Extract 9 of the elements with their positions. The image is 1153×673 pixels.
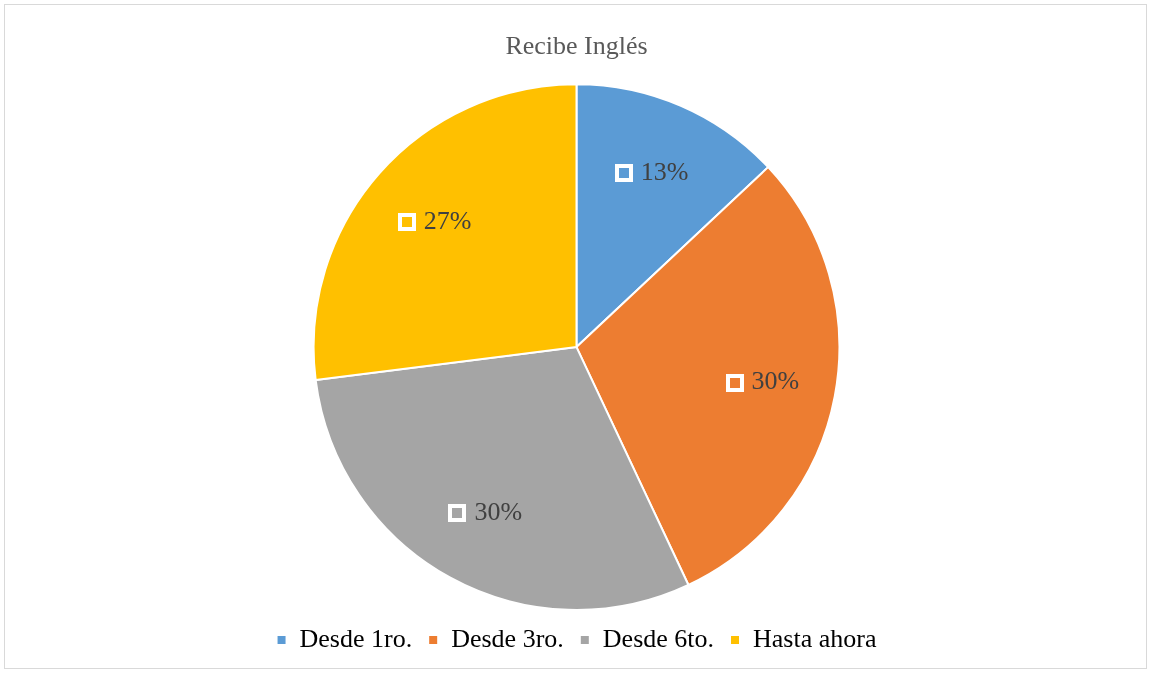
data-label: 30% [751, 366, 800, 396]
legend-label: Desde 3ro. [451, 623, 564, 653]
chart-title: Recibe Inglés [505, 31, 648, 61]
legend-label: Desde 1ro. [299, 623, 413, 653]
legend-label: Hasta ahora [753, 623, 877, 653]
data-label: 13% [640, 157, 689, 187]
legend-label: Desde 6to. [602, 623, 715, 653]
data-label: 30% [474, 496, 523, 526]
data-label: 27% [423, 205, 472, 235]
